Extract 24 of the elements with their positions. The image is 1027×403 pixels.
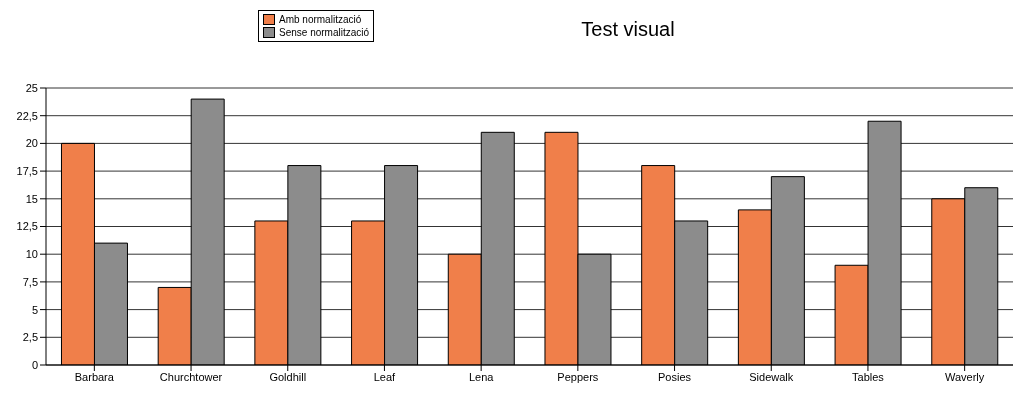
x-tick-label: Waverly	[944, 370, 985, 383]
x-tick-label: Barbara	[74, 370, 115, 383]
y-tick-label: 17,5	[16, 165, 38, 178]
y-tick-label: 2,5	[22, 331, 38, 344]
x-tick-label: Goldhill	[269, 370, 307, 383]
legend-label: Sense normalització	[278, 26, 370, 39]
x-tick-label: Peppers	[557, 370, 599, 383]
y-tick-label: 15	[25, 192, 38, 205]
x-tick-label: Churchtower	[159, 370, 223, 383]
chart-title: Test visual	[580, 18, 676, 41]
x-tick-label: Sidewalk	[749, 370, 794, 383]
y-tick-label: 7,5	[22, 275, 38, 288]
y-tick-label: 25	[25, 81, 38, 94]
y-tick-label: 22,5	[16, 109, 38, 122]
legend-label: Amb normalització	[278, 13, 363, 26]
y-tick-label: 5	[31, 303, 38, 316]
y-tick-label: 0	[31, 358, 38, 371]
x-tick-label: Lena	[468, 370, 495, 383]
y-tick-label: 10	[25, 248, 38, 261]
y-tick-label: 20	[25, 137, 38, 150]
x-tick-label: Leaf	[373, 370, 397, 383]
x-tick-label: Posies	[658, 370, 692, 383]
y-tick-label: 12,5	[16, 220, 38, 233]
x-tick-label: Tables	[852, 370, 885, 383]
